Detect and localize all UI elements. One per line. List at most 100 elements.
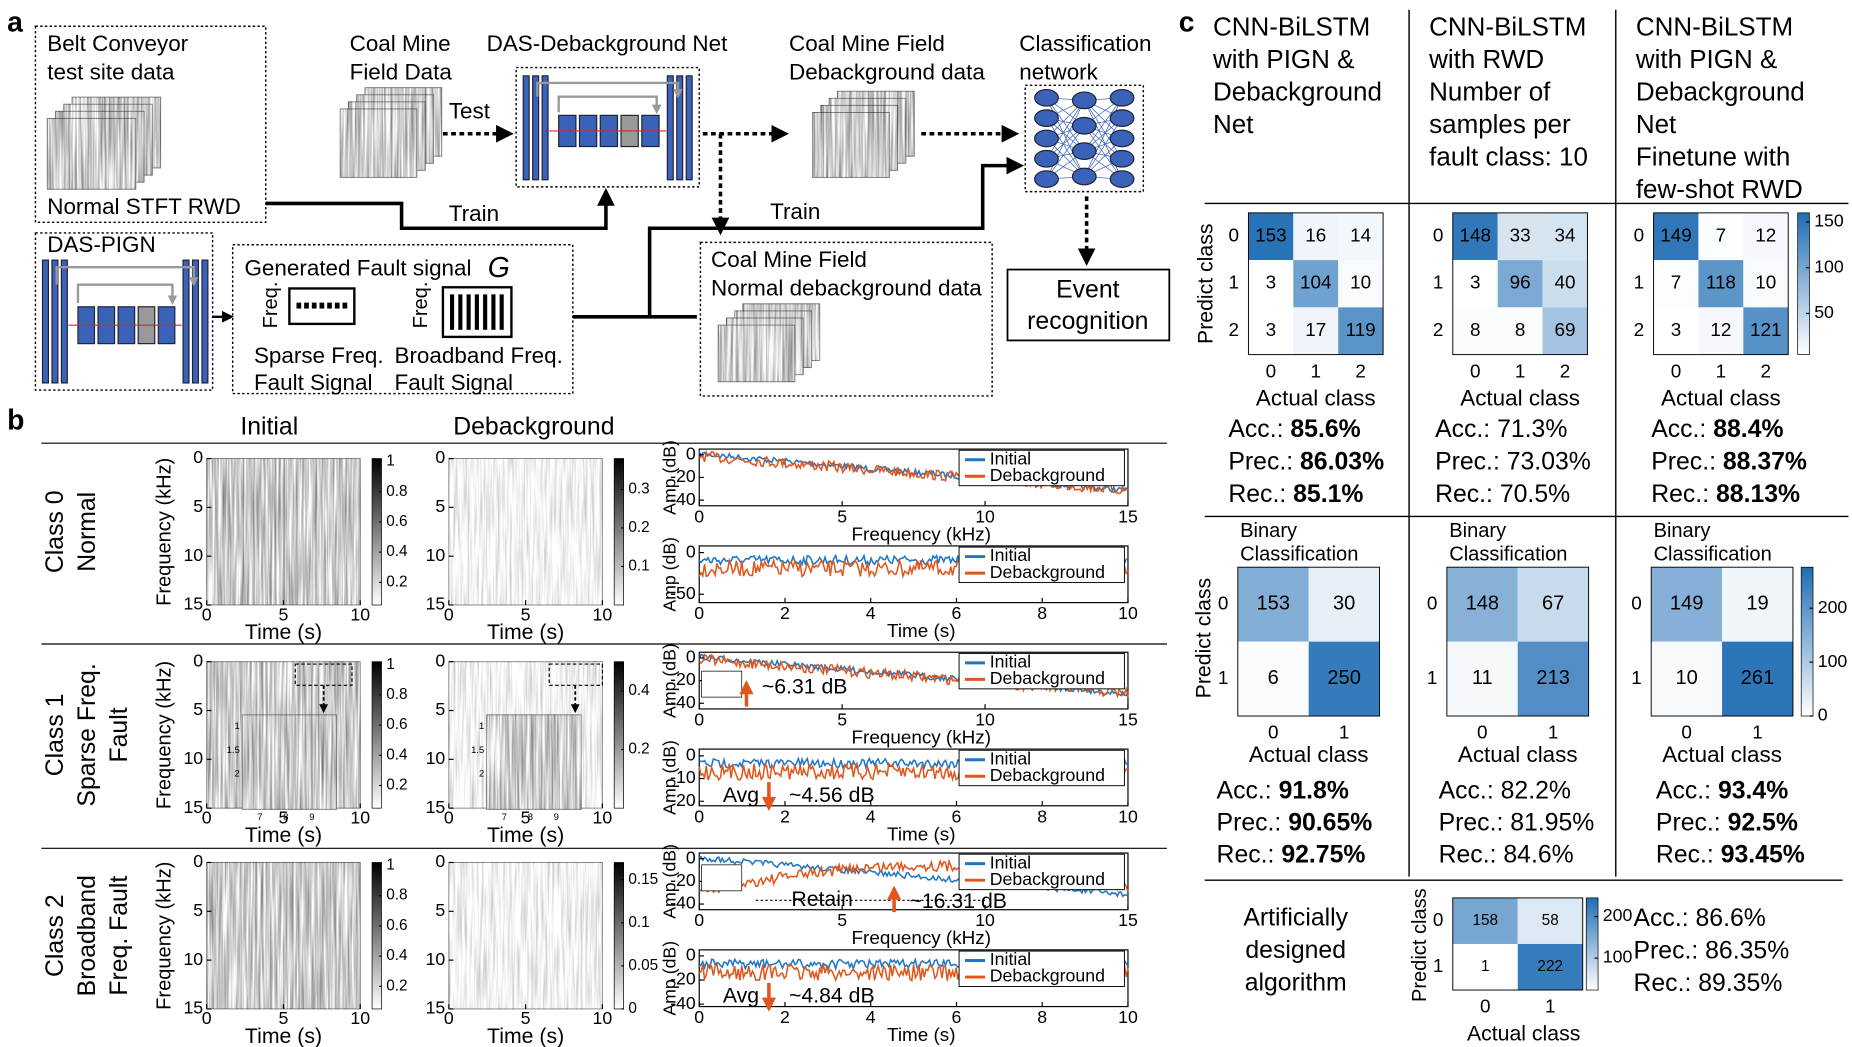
tick-label: 0 — [694, 910, 704, 930]
column-header: CNN-BiLSTM — [1429, 11, 1586, 41]
cell-value: 19 — [1746, 593, 1768, 615]
cell-value: 67 — [1542, 593, 1564, 615]
metric-label: Prec.: — [1217, 809, 1282, 836]
cell-value: 250 — [1327, 667, 1360, 689]
metric-label: Prec.: — [1439, 809, 1504, 836]
image-texture — [448, 458, 603, 605]
matrix-cell — [1452, 897, 1518, 944]
matrix-frame — [1650, 566, 1794, 717]
nn-node — [1071, 167, 1097, 186]
panel-label: b — [7, 404, 24, 436]
cell-value: 69 — [1554, 320, 1575, 341]
legend-label: Debackground — [990, 465, 1105, 485]
signal-bar — [499, 294, 504, 330]
plot-frame — [698, 545, 1129, 604]
tick-label: 4 — [866, 806, 876, 826]
metric-label: Prec.: — [1651, 448, 1716, 475]
tick-label: 2 — [235, 768, 240, 779]
colorbar — [1797, 212, 1810, 355]
net-layer — [541, 75, 549, 181]
tick-label: 0 — [1477, 723, 1488, 744]
metric: Rec.: 89.35% — [1633, 970, 1782, 997]
matrix-cell — [1308, 641, 1380, 717]
matrix-cell — [1722, 567, 1793, 642]
legend-label: Debackground — [990, 668, 1105, 688]
image-texture — [486, 714, 582, 810]
signal-dot — [296, 302, 302, 309]
metric-label: Prec.: — [1656, 809, 1721, 836]
text: Coal Mine Field — [711, 247, 867, 272]
tick-label: 1.5 — [471, 745, 484, 756]
metric: Prec.: 90.65% — [1217, 809, 1373, 836]
tick-label: 5 — [435, 699, 445, 719]
net-layer — [51, 259, 59, 384]
plot-frame — [698, 949, 1129, 1008]
tick-label: 0.4 — [386, 746, 408, 763]
nn-edge — [1083, 100, 1123, 159]
axis-label: Time (s) — [245, 620, 322, 644]
matrix-cell — [1237, 641, 1309, 717]
tick-label: 15 — [426, 998, 446, 1018]
tick-label: 0 — [1266, 361, 1277, 382]
tick-label: 0 — [444, 604, 454, 624]
cell-value: 149 — [1660, 225, 1692, 246]
metric-label: Prec.: — [1435, 448, 1500, 475]
tick-label: 0.6 — [386, 716, 407, 733]
matrix-cell — [1308, 567, 1380, 642]
axis-label: Frequency (kHz) — [852, 727, 991, 748]
text: Field Data — [350, 59, 453, 84]
nn-node — [1109, 170, 1135, 188]
metric-value: 88.4% — [1713, 416, 1783, 443]
matrix-cell — [1338, 212, 1384, 261]
cell-value: 148 — [1459, 225, 1491, 246]
matrix-cell — [1293, 307, 1339, 355]
legend-label: Debackground — [990, 562, 1105, 582]
text: Event — [1056, 276, 1120, 303]
axis-label: Actual class — [1467, 1022, 1580, 1046]
text: Belt Conveyor — [47, 31, 188, 56]
metric-label: Prec.: — [1633, 937, 1698, 964]
tick-label: 10 — [1118, 1007, 1138, 1027]
axis-label: Predict class — [1194, 223, 1218, 343]
dotted-box — [1024, 84, 1145, 193]
train-line — [572, 166, 1021, 319]
tick-label: 5 — [837, 910, 847, 930]
metric-label: Rec.: — [1435, 481, 1493, 508]
tick-label: 1 — [1339, 723, 1350, 744]
cell-value: 96 — [1510, 273, 1531, 294]
tick-label: 0 — [686, 847, 696, 867]
axis-label: Amp (dB) — [660, 941, 680, 1016]
tick-label: 0 — [444, 1008, 454, 1028]
image-texture — [448, 862, 603, 1009]
tick-label: 6 — [952, 603, 962, 623]
nn-node — [1034, 129, 1059, 148]
tick-label: 100 — [1818, 651, 1848, 671]
matrix-cell — [1722, 641, 1793, 717]
tick-label: 8 — [1037, 603, 1047, 623]
tick-label: -10 — [670, 767, 696, 787]
metric: Rec.: 84.6% — [1439, 841, 1574, 868]
metric-label: Acc.: — [1439, 777, 1494, 804]
tick-label: 150 — [1814, 211, 1844, 231]
tick-label: 0 — [202, 807, 212, 827]
axis-label: Actual class — [1458, 742, 1578, 767]
dotted-box — [515, 66, 700, 188]
metric-value: 71.3% — [1497, 416, 1567, 443]
cell-value: 121 — [1750, 320, 1782, 341]
tick-label: 2 — [780, 806, 790, 826]
cell-value: 6 — [1268, 667, 1279, 689]
dotted-box — [34, 232, 214, 391]
matrix-frame — [1653, 212, 1789, 356]
row-label: Sparse Freq. — [74, 663, 101, 806]
tick-label: 0 — [694, 506, 704, 526]
tick-label: 200 — [1818, 597, 1848, 617]
tick-label: 0 — [686, 541, 696, 561]
tick-label: 15 — [1118, 709, 1138, 729]
tick-label: 5 — [279, 807, 289, 827]
text: Fault Signal — [254, 370, 373, 395]
tick-label: 5 — [279, 604, 289, 624]
tick-label: 10 — [183, 949, 203, 969]
matrix-frame — [1446, 566, 1590, 717]
tick-label: 2 — [1433, 320, 1444, 341]
tick-label: 2 — [1355, 361, 1366, 382]
